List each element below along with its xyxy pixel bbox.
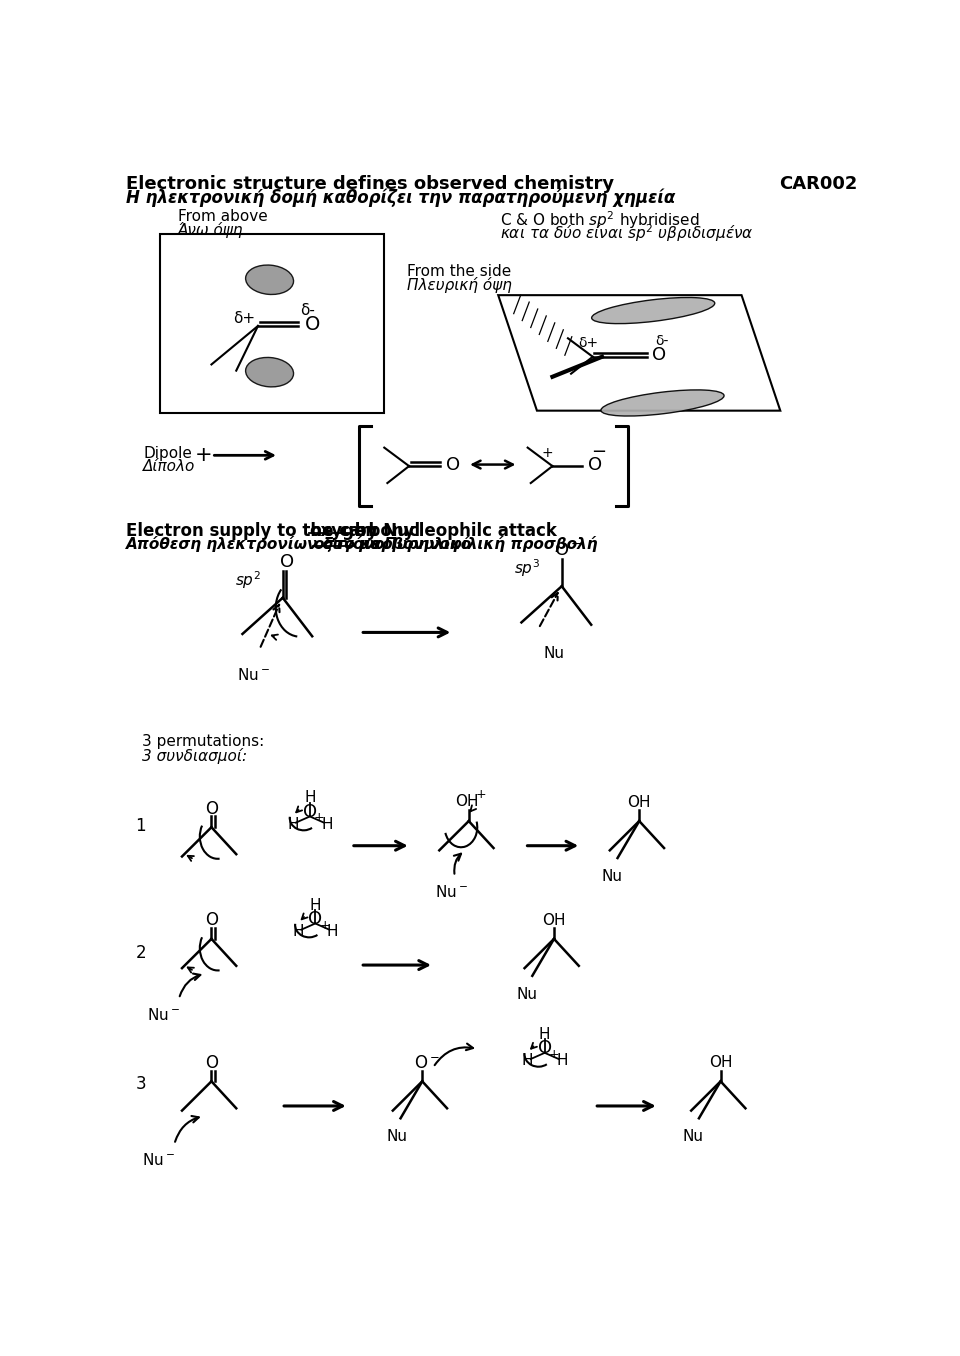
Text: O: O [204, 911, 218, 929]
Text: Nu$^-$: Nu$^-$ [147, 1006, 180, 1022]
Text: και τα δύο είναι $sp^2$ υβριδισμένα: και τα δύο είναι $sp^2$ υβριδισμένα [500, 222, 754, 244]
Text: O: O [308, 910, 323, 928]
Text: H: H [539, 1026, 550, 1041]
Text: OH: OH [542, 913, 565, 928]
Text: δ+: δ+ [578, 336, 598, 350]
Text: οξυγόνο: οξυγόνο [313, 536, 385, 552]
Text: H: H [326, 923, 338, 938]
Text: by Nucleophilc attack: by Nucleophilc attack [349, 522, 557, 540]
Text: +: + [549, 1048, 560, 1060]
Text: 2: 2 [135, 944, 146, 963]
Text: Electron supply to the carbonyl: Electron supply to the carbonyl [126, 522, 426, 540]
Text: $sp^3$: $sp^3$ [514, 557, 540, 579]
Text: $sp^2$: $sp^2$ [234, 570, 261, 591]
Text: Άνω όψη: Άνω όψη [179, 222, 244, 239]
Text: OH: OH [628, 795, 651, 810]
Text: Nu: Nu [683, 1130, 704, 1144]
Text: oxygen: oxygen [309, 522, 377, 540]
Text: From the side: From the side [407, 264, 511, 279]
Text: Electronic structure defines observed chemistry: Electronic structure defines observed ch… [126, 175, 614, 193]
Text: +: + [314, 811, 324, 824]
Text: CAR002: CAR002 [780, 175, 858, 193]
Text: H: H [287, 816, 299, 831]
Text: OH: OH [708, 1055, 732, 1070]
Text: O: O [302, 803, 317, 820]
Text: 3 permutations:: 3 permutations: [142, 734, 264, 749]
Text: Απόθεση ηλεκτρονίων στο καρβονυλικό: Απόθεση ηλεκτρονίων στο καρβονυλικό [126, 536, 478, 552]
Text: H: H [304, 791, 316, 805]
Text: +: + [320, 918, 330, 932]
Text: O: O [304, 315, 320, 334]
Text: Nu: Nu [602, 869, 623, 884]
Text: δ-: δ- [655, 335, 668, 348]
Ellipse shape [246, 358, 294, 386]
Text: O$^-$: O$^-$ [414, 1054, 440, 1071]
Text: O: O [653, 346, 666, 365]
Text: OH: OH [455, 793, 479, 808]
Text: H ηλεκτρονική δομή καθορίζει την παρατηρούμενη χημεία: H ηλεκτρονική δομή καθορίζει την παρατηρ… [126, 188, 676, 207]
Ellipse shape [246, 264, 294, 294]
Text: 3 συνδιασμοί:: 3 συνδιασμοί: [142, 749, 247, 763]
Text: H: H [556, 1054, 567, 1069]
Bar [160, 235, 383, 414]
Text: 3: 3 [135, 1075, 146, 1093]
Text: −: − [591, 443, 607, 461]
Text: Nu$^-$: Nu$^-$ [237, 667, 270, 683]
Text: με Πυρηνοφιλική προσβολή: με Πυρηνοφιλική προσβολή [353, 536, 597, 552]
Text: Πλευρική όψη: Πλευρική όψη [407, 278, 512, 293]
Text: +: + [476, 788, 487, 801]
Text: From above: From above [179, 209, 268, 224]
Text: O: O [588, 456, 602, 473]
Text: H: H [522, 1054, 534, 1069]
Ellipse shape [591, 297, 715, 324]
Text: C & O both $sp^2$ hybridised: C & O both $sp^2$ hybridised [500, 209, 699, 231]
Text: O: O [204, 1054, 218, 1071]
Text: H: H [309, 898, 321, 913]
Text: +: + [542, 446, 554, 460]
Text: 1: 1 [135, 818, 146, 835]
Text: Dipole: Dipole [143, 446, 192, 461]
Text: O$^-$: O$^-$ [554, 541, 582, 559]
Text: O: O [204, 800, 218, 818]
Text: O: O [538, 1039, 552, 1058]
Text: O: O [446, 456, 461, 473]
Text: H: H [293, 923, 304, 938]
Text: Δίπολο: Δίπολο [143, 460, 196, 475]
Text: Nu: Nu [387, 1130, 408, 1144]
Text: Nu$^-$: Nu$^-$ [142, 1153, 176, 1168]
Text: Nu: Nu [516, 987, 538, 1002]
Text: H: H [322, 816, 333, 831]
Text: +: + [195, 445, 212, 465]
Ellipse shape [601, 391, 724, 416]
Text: O: O [280, 553, 295, 571]
Text: δ+: δ+ [233, 311, 255, 325]
Text: δ-: δ- [300, 302, 316, 319]
Text: Nu: Nu [543, 645, 564, 660]
Text: Nu$^-$: Nu$^-$ [435, 884, 468, 900]
